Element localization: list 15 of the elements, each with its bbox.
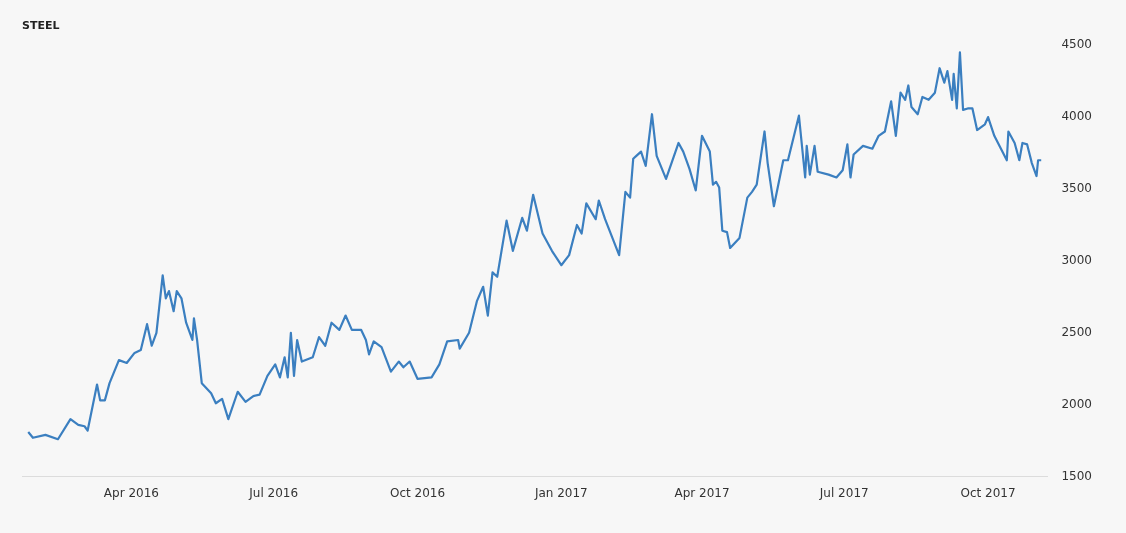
y-tick-label: 1500	[1061, 468, 1093, 483]
x-tick-label: Oct 2016	[389, 485, 446, 500]
y-tick-label: 3000	[1061, 253, 1093, 268]
x-tick-label: Jan 2017	[533, 485, 588, 500]
x-tick-label: Apr 2017	[674, 485, 730, 500]
x-tick-label: Jul 2016	[248, 485, 299, 500]
x-tick-label: Apr 2016	[103, 485, 159, 500]
y-tick-label: 2000	[1061, 396, 1093, 411]
x-tick-label: Oct 2017	[960, 485, 1016, 500]
y-tick-label: 4000	[1061, 109, 1093, 124]
x-tick-label: Jul 2017	[818, 485, 869, 500]
y-tick-label: 3500	[1061, 181, 1093, 196]
y-tick-label: 2500	[1061, 324, 1093, 339]
chart-title: STEEL	[22, 19, 60, 33]
y-tick-label: 4500	[1061, 37, 1093, 52]
